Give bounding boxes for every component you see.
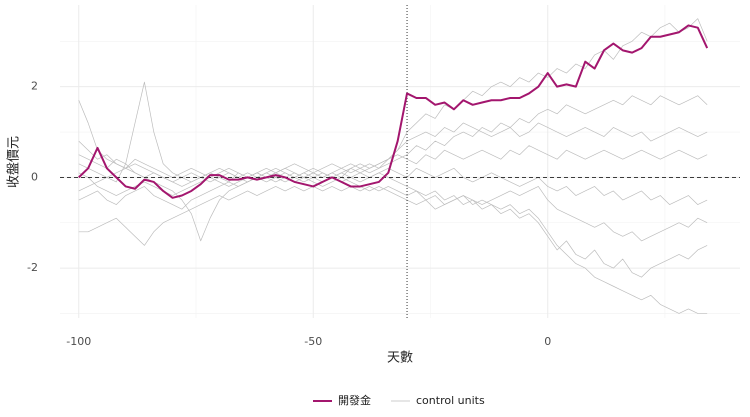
y-tick-label: 0 xyxy=(31,170,38,183)
treated-line xyxy=(78,24,709,199)
y-tick-label: -2 xyxy=(27,261,38,274)
y-tick-label: 2 xyxy=(31,80,38,93)
x-axis-label: 天數 xyxy=(387,351,413,366)
control-line xyxy=(78,154,708,278)
control-line xyxy=(78,145,708,192)
x-tick-label: -50 xyxy=(304,335,322,348)
control-line xyxy=(78,122,708,178)
control-line xyxy=(78,186,708,314)
control-line xyxy=(78,172,708,242)
y-axis-label: 收盤價元 xyxy=(7,136,22,188)
x-tick-label: -100 xyxy=(66,335,91,348)
control-line xyxy=(78,167,708,210)
x-tick-label: 0 xyxy=(544,335,551,348)
control-line xyxy=(78,81,708,183)
legend-label: control units xyxy=(416,394,485,407)
legend-label: 開發金 xyxy=(338,393,371,407)
